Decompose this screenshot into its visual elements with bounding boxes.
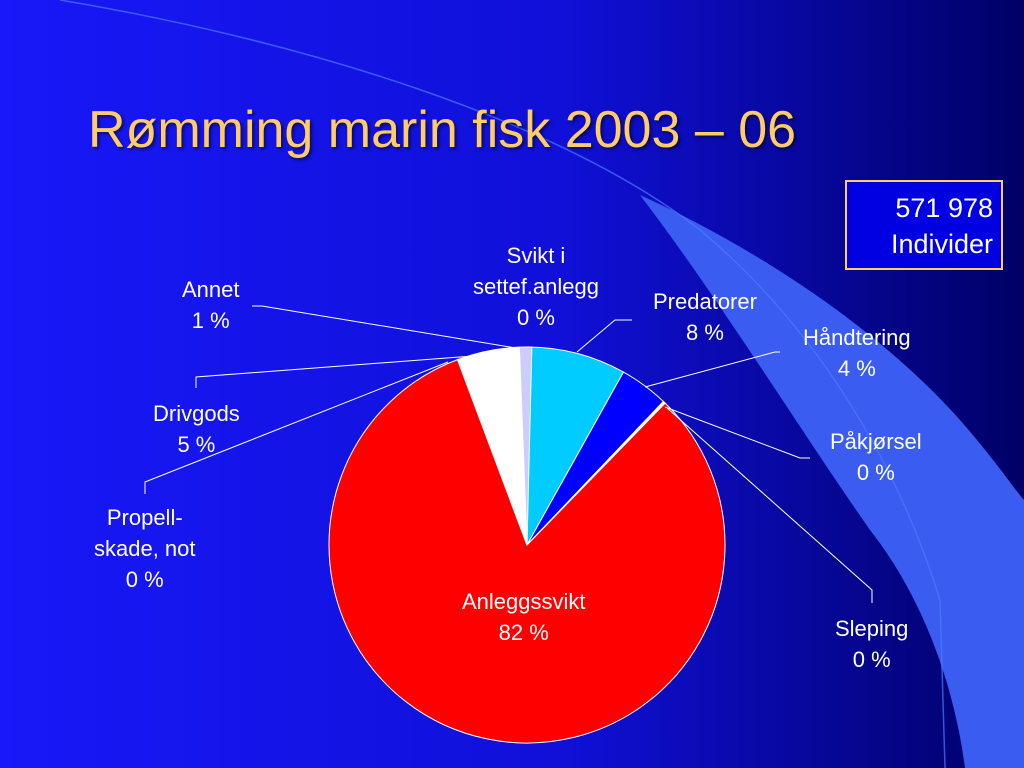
pie-label-name: settef.anlegg <box>473 274 599 299</box>
leader-line <box>195 354 487 388</box>
swoosh-decoration <box>640 195 1024 768</box>
pie-label-name: Anleggssvikt <box>462 589 586 614</box>
pie-label-value: 5 % <box>177 432 216 457</box>
leader-line <box>664 406 810 459</box>
pie-label: Påkjørsel 0 % <box>830 426 922 488</box>
pie-label: Drivgods 5 % <box>153 398 240 460</box>
pie-label-value: 4 % <box>837 356 876 381</box>
pie-label-value: 1 % <box>191 308 230 333</box>
total-unit: Individer <box>890 229 993 259</box>
pie-label: Anleggssvikt 82 % <box>462 586 586 648</box>
leader-line <box>144 361 449 494</box>
pie-label: Håndtering 4 % <box>803 322 911 384</box>
swoosh-line <box>59 0 946 768</box>
pie-label: Svikt i settef.anlegg 0 % <box>473 240 599 333</box>
pie-label: Propell-skade, not 0 % <box>94 502 196 595</box>
pie-slice-annet <box>518 346 533 546</box>
pie-label-value: 0 % <box>517 305 555 330</box>
page-title: Rømming marin fisk 2003 – 06 <box>88 101 797 159</box>
pie-slice-anleggssvikt <box>328 358 726 744</box>
pie-label-value: 82 % <box>498 620 549 645</box>
pie-label: Predatorer 8 % <box>653 286 757 348</box>
pie-label-value: 0 % <box>856 460 895 485</box>
total-box: 571 978 Individer <box>845 180 1003 270</box>
pie-label-name: Predatorer <box>653 289 757 314</box>
total-count: 571 978 <box>895 193 993 223</box>
pie-label-name: Annet <box>182 277 240 302</box>
pie-label-name: Drivgods <box>153 401 240 426</box>
pie-label-value: 8 % <box>686 320 724 345</box>
pie-label-name: skade, not <box>94 536 196 561</box>
pie-label-name: Håndtering <box>803 325 911 350</box>
leader-line <box>666 407 873 603</box>
pie-label-name: Propell- <box>106 505 183 530</box>
pie-label-name: Påkjørsel <box>830 429 922 454</box>
pie-label-value: 0 % <box>125 567 164 592</box>
pie-label-name: Sleping <box>835 616 909 641</box>
leader-line <box>576 319 632 353</box>
pie-label: Annet 1 % <box>182 274 240 336</box>
pie-label: Sleping 0 % <box>835 613 908 675</box>
leader-line <box>644 351 780 388</box>
pie-label-value: 0 % <box>852 647 891 672</box>
leader-line <box>252 305 517 349</box>
pie-label-name: Svikt i <box>506 243 566 268</box>
